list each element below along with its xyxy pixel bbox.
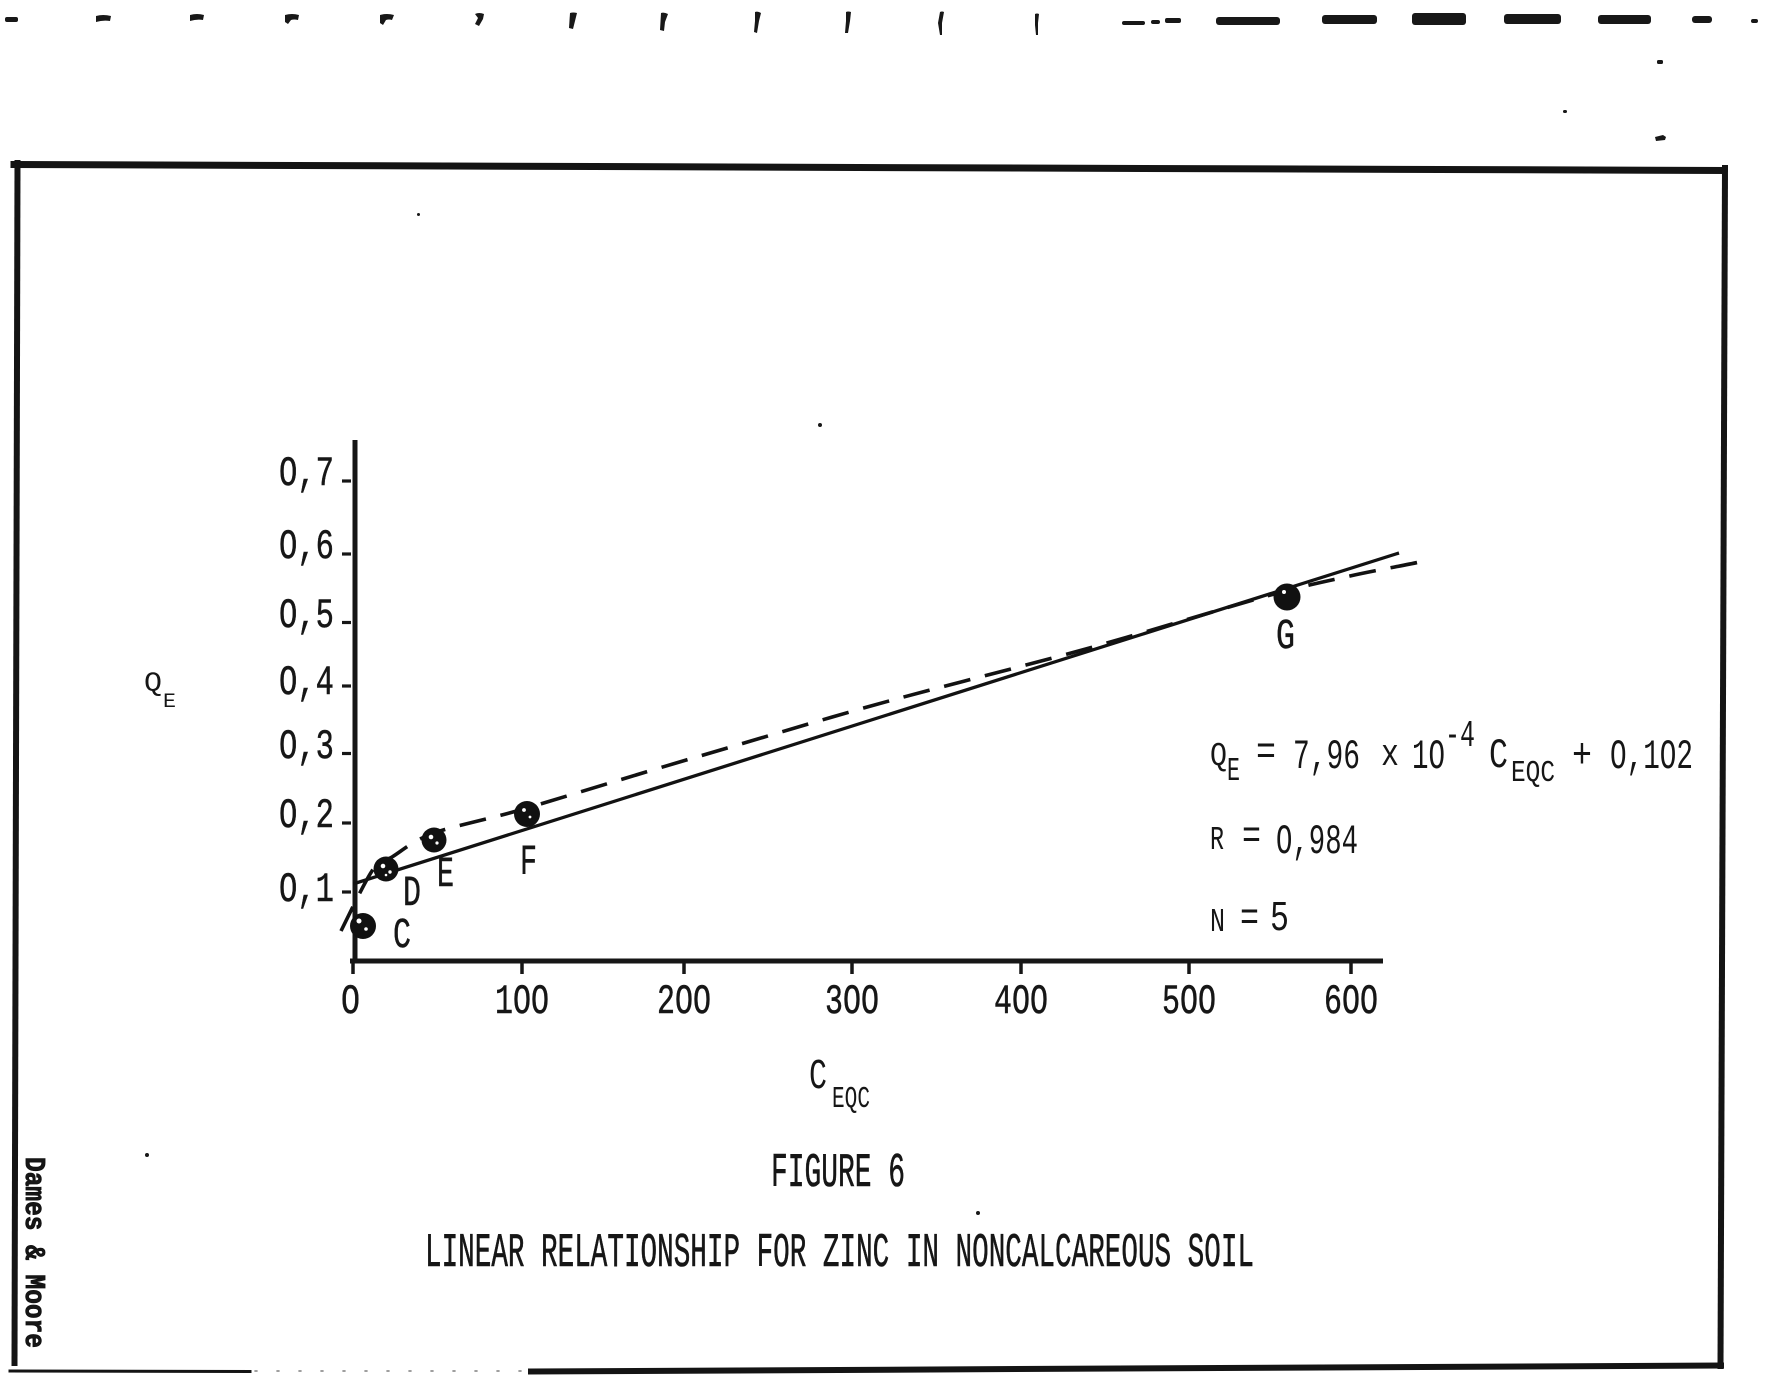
svg-text:5OO: 5OO <box>1162 978 1216 1026</box>
svg-text:3OO: 3OO <box>825 978 879 1026</box>
svg-text:O,1O2: O,1O2 <box>1610 733 1693 781</box>
svg-text:=: = <box>1240 895 1259 943</box>
svg-text:=: = <box>1256 729 1276 777</box>
svg-text:1OO: 1OO <box>495 978 549 1026</box>
svg-text:D: D <box>403 869 421 918</box>
svg-text:G: G <box>1276 612 1295 661</box>
svg-text:1O: 1O <box>1412 733 1445 781</box>
svg-text:O,5: O,5 <box>279 592 334 640</box>
svg-text:O,984: O,984 <box>1276 818 1358 866</box>
svg-text:E: E <box>1227 753 1240 790</box>
svg-text:O: O <box>341 978 360 1026</box>
svg-text:x: x <box>1381 734 1399 777</box>
svg-text:O,7: O,7 <box>279 450 334 498</box>
svg-text:C: C <box>1489 732 1508 780</box>
svg-text:O,1: O,1 <box>279 866 334 914</box>
svg-text:7,96: 7,96 <box>1293 733 1360 781</box>
svg-text:F: F <box>520 838 537 887</box>
svg-text:FIGURE 6: FIGURE 6 <box>771 1147 905 1201</box>
svg-text:-4: -4 <box>1445 715 1475 758</box>
svg-text:+: + <box>1572 732 1592 780</box>
svg-text:=: = <box>1242 813 1261 861</box>
svg-text:5: 5 <box>1270 894 1289 943</box>
svg-text:O,4: O,4 <box>279 659 334 707</box>
svg-text:Dames & Moore: Dames & Moore <box>17 1157 50 1348</box>
svg-text:O,6: O,6 <box>279 523 334 571</box>
svg-text:2OO: 2OO <box>657 978 711 1026</box>
svg-text:6OO: 6OO <box>1324 978 1378 1026</box>
svg-text:C: C <box>393 911 411 960</box>
svg-text:Q: Q <box>144 669 162 700</box>
svg-text:N: N <box>1210 904 1225 941</box>
svg-text:EQC: EQC <box>832 1082 870 1117</box>
svg-text:O,3: O,3 <box>279 723 334 771</box>
svg-text:Q: Q <box>1210 738 1227 775</box>
svg-text:4OO: 4OO <box>994 978 1048 1026</box>
svg-text:EQC: EQC <box>1511 756 1555 791</box>
svg-text:E: E <box>437 850 454 899</box>
svg-text:C: C <box>809 1052 827 1101</box>
svg-text:LINEAR RELATIONSHIP FOR ZINC I: LINEAR RELATIONSHIP FOR ZINC IN NONCALCA… <box>425 1227 1254 1281</box>
svg-text:O,2: O,2 <box>279 792 334 840</box>
svg-text:R: R <box>1210 822 1224 859</box>
svg-text:E: E <box>163 691 176 714</box>
